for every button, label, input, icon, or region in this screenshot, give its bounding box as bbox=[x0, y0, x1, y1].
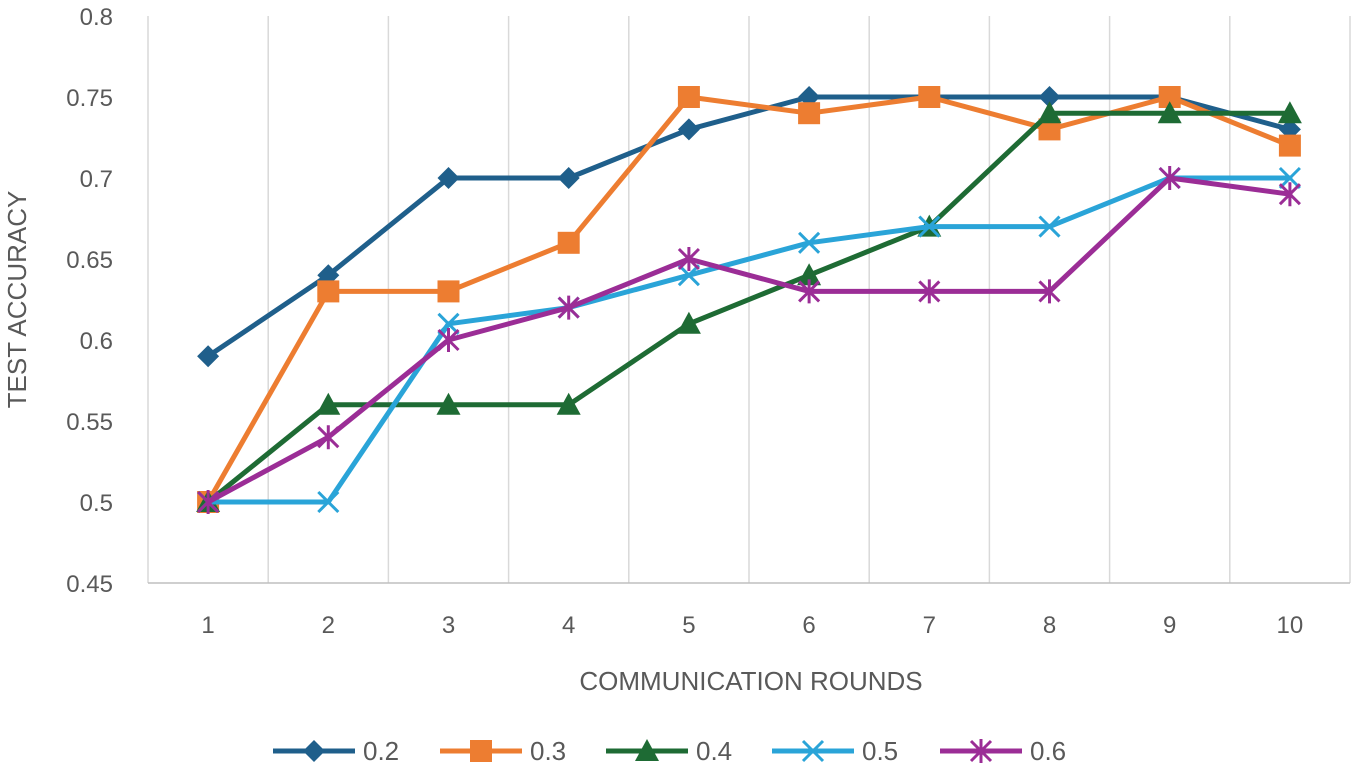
data-point bbox=[677, 118, 700, 141]
y-axis-ticks: 0.45 0.5 0.55 0.6 0.65 0.7 0.75 0.8 bbox=[66, 4, 113, 598]
series-line bbox=[205, 175, 1293, 505]
data-point bbox=[798, 279, 821, 304]
data-point bbox=[677, 86, 700, 108]
data-point bbox=[1158, 166, 1181, 190]
legend-label: 0.3 bbox=[530, 736, 566, 766]
series-0.6 bbox=[197, 166, 1301, 514]
legend-label: 0.5 bbox=[862, 736, 898, 766]
data-point bbox=[797, 263, 822, 286]
data-point bbox=[677, 264, 700, 287]
data-point bbox=[1157, 101, 1182, 124]
legend-marker bbox=[801, 739, 825, 763]
data-point bbox=[1038, 86, 1061, 108]
data-point bbox=[918, 279, 941, 304]
data-point bbox=[1038, 215, 1061, 238]
legend-item: 0.3 bbox=[440, 736, 566, 766]
data-point bbox=[557, 167, 580, 189]
data-point bbox=[1038, 118, 1061, 141]
data-point bbox=[557, 231, 580, 254]
legend-label: 0.4 bbox=[696, 736, 732, 766]
y-tick-label: 0.8 bbox=[80, 4, 113, 31]
x-tick-label: 8 bbox=[1043, 612, 1056, 639]
data-point bbox=[317, 490, 340, 514]
x-axis-title: COMMUNICATION ROUNDS bbox=[579, 666, 922, 696]
x-tick-label: 5 bbox=[682, 612, 695, 639]
legend-marker bbox=[969, 739, 993, 763]
data-point bbox=[437, 167, 460, 189]
data-point bbox=[317, 280, 340, 303]
data-point bbox=[1278, 182, 1301, 207]
y-axis-title: TEST ACCURACY bbox=[2, 191, 32, 409]
x-axis-ticks: 1 2 3 4 5 6 7 8 9 10 bbox=[201, 612, 1303, 639]
data-point bbox=[1278, 166, 1301, 190]
data-point bbox=[918, 215, 941, 238]
legend-item: 0.5 bbox=[772, 736, 898, 766]
series-line bbox=[205, 110, 1293, 505]
x-tick-label: 6 bbox=[802, 612, 815, 639]
x-tick-label: 3 bbox=[442, 612, 455, 639]
x-tick-label: 2 bbox=[322, 612, 335, 639]
series-0.4 bbox=[196, 101, 1302, 512]
data-point bbox=[316, 392, 341, 415]
data-point bbox=[1277, 101, 1302, 124]
legend-item: 0.4 bbox=[606, 736, 732, 766]
data-point bbox=[798, 231, 821, 254]
legend-item: 0.6 bbox=[940, 736, 1066, 766]
data-point bbox=[197, 490, 220, 514]
data-point bbox=[436, 392, 461, 415]
data-point bbox=[798, 102, 821, 125]
legend-item: 0.2 bbox=[273, 736, 399, 766]
data-point bbox=[676, 311, 701, 334]
legend-marker bbox=[470, 740, 492, 762]
data-point bbox=[557, 295, 580, 320]
data-point bbox=[437, 312, 460, 335]
data-point bbox=[556, 392, 581, 415]
legend-marker bbox=[635, 739, 659, 761]
y-tick-label: 0.7 bbox=[80, 166, 113, 193]
data-point bbox=[1038, 279, 1061, 304]
x-tick-label: 1 bbox=[201, 612, 214, 639]
data-point bbox=[437, 280, 460, 303]
series-line bbox=[205, 175, 1293, 505]
data-point bbox=[1278, 134, 1301, 157]
data-point bbox=[677, 247, 700, 271]
y-tick-label: 0.75 bbox=[66, 85, 113, 112]
x-tick-label: 7 bbox=[923, 612, 936, 639]
legend-marker bbox=[303, 740, 325, 762]
x-tick-label: 9 bbox=[1163, 612, 1176, 639]
legend-label: 0.6 bbox=[1030, 736, 1066, 766]
data-point bbox=[197, 345, 220, 368]
legend-label: 0.2 bbox=[363, 736, 399, 766]
y-tick-label: 0.6 bbox=[80, 328, 113, 355]
y-tick-label: 0.5 bbox=[80, 490, 113, 517]
x-tick-label: 4 bbox=[562, 612, 575, 639]
y-tick-label: 0.65 bbox=[66, 247, 113, 274]
y-tick-label: 0.55 bbox=[66, 409, 113, 436]
data-point bbox=[918, 86, 941, 108]
series-line bbox=[205, 94, 1293, 359]
y-tick-label: 0.45 bbox=[66, 571, 113, 598]
legend: 0.2 0.3 0.4 0.5 0.6 bbox=[273, 736, 1066, 766]
x-tick-label: 10 bbox=[1277, 612, 1304, 639]
data-point bbox=[317, 425, 340, 450]
data-point bbox=[1158, 86, 1181, 108]
series-layer bbox=[196, 86, 1302, 514]
data-point bbox=[1037, 101, 1062, 124]
data-point bbox=[437, 328, 460, 352]
